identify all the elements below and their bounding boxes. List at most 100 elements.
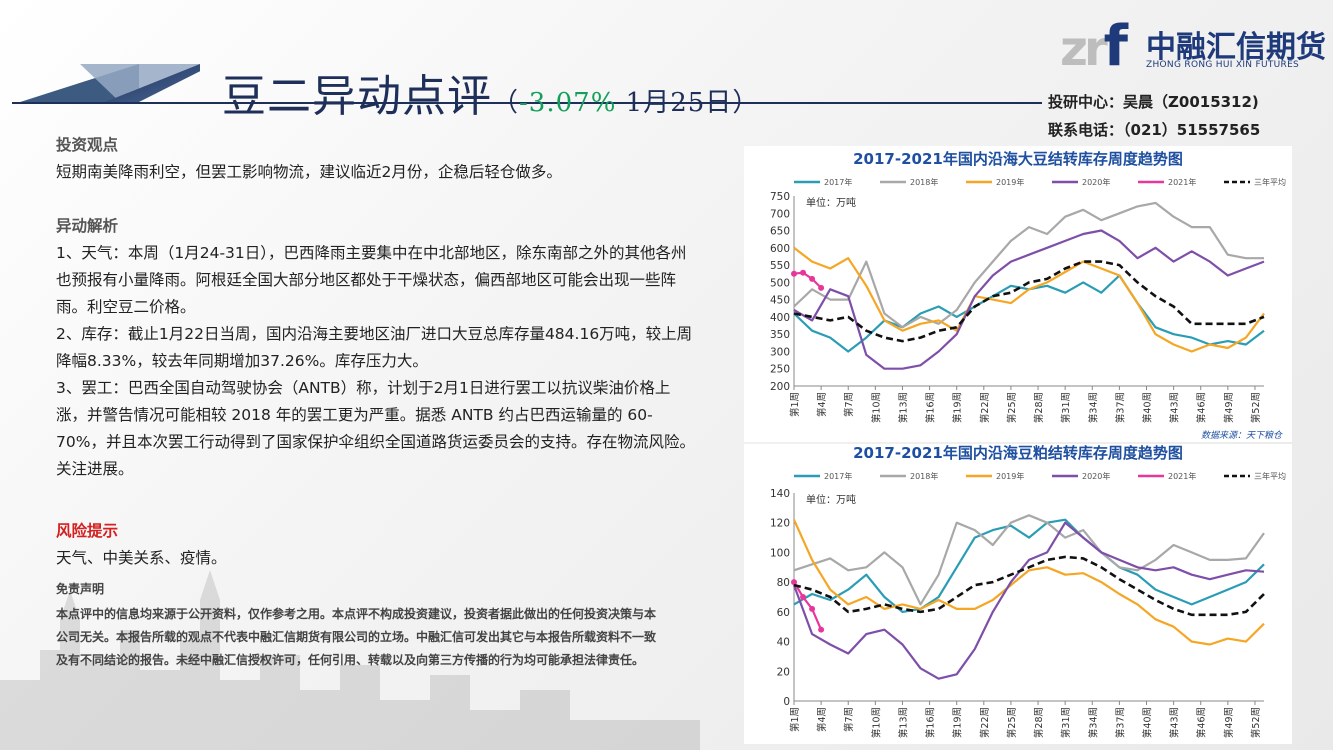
view-heading: 投资观点 — [56, 136, 119, 154]
title-close: ） — [732, 88, 760, 118]
y-tick-label: 0 — [783, 696, 790, 708]
y-tick-label: 500 — [770, 277, 790, 289]
x-tick-label: 第10周 — [870, 707, 882, 738]
x-tick-label: 第22周 — [979, 707, 991, 738]
unit-label: 单位：万吨 — [806, 196, 856, 209]
x-tick-label: 第34周 — [1087, 392, 1099, 423]
y-tick-label: 600 — [770, 243, 790, 255]
data-point — [818, 284, 825, 291]
x-tick-label: 第13周 — [897, 392, 909, 423]
y-tick-label: 400 — [770, 312, 790, 324]
legend-label: 2018年 — [910, 471, 938, 481]
y-tick-label: 200 — [770, 381, 790, 393]
y-tick-label: 750 — [770, 191, 790, 203]
analysis-strike: 3、罢工：巴西全国自动驾驶协会（ANTB）称，计划于2月1日进行罢工以抗议柴油价… — [56, 379, 695, 478]
x-tick-label: 第19周 — [952, 392, 964, 423]
y-tick-label: 120 — [770, 518, 790, 530]
legend-label: 2021年 — [1168, 471, 1196, 481]
risk-heading: 风险提示 — [56, 522, 119, 540]
x-tick-label: 第46周 — [1196, 392, 1208, 423]
x-tick-label: 第49周 — [1223, 707, 1235, 738]
x-tick-label: 第13周 — [897, 707, 909, 738]
x-tick-label: 第37周 — [1114, 707, 1126, 738]
x-tick-label: 第19周 — [952, 707, 964, 738]
x-tick-label: 第4周 — [816, 707, 828, 732]
disclaimer-heading: 免责声明 — [56, 582, 105, 596]
data-point — [809, 275, 816, 282]
analysis-weather: 1、天气：本周（1月24-31日），巴西降雨主要集中在中北部地区，除东南部之外的… — [56, 244, 687, 316]
data-point — [818, 626, 825, 633]
data-point — [791, 270, 797, 277]
data-point — [809, 605, 816, 612]
y-tick-label: 250 — [770, 364, 790, 376]
y-tick-label: 300 — [770, 346, 790, 358]
series-line — [793, 514, 1265, 606]
y-tick-label: 450 — [770, 295, 790, 307]
series-line — [793, 274, 1265, 353]
disclaimer-text: 本点评中的信息均来源于公开资料，仅作参考之用。本点评不构成投资建议，投资者据此做… — [56, 607, 657, 667]
legend-label: 2020年 — [1082, 471, 1110, 481]
view-text: 短期南美降雨利空，但罢工影响物流，建议临近2月份，企稳后轻仓做多。 — [56, 163, 562, 181]
analysis-stock: 2、库存：截止1月22日当周，国内沿海主要地区油厂进口大豆总库存量484.16万… — [56, 325, 693, 370]
x-tick-label: 第1周 — [789, 707, 801, 732]
x-tick-label: 第7周 — [843, 392, 855, 417]
y-tick-label: 550 — [770, 260, 790, 272]
logo-cn: 中融汇信期货 — [1146, 30, 1326, 65]
title-pct: -3.07% — [519, 88, 617, 118]
series-line — [793, 555, 1265, 617]
x-tick-label: 第28周 — [1033, 392, 1045, 423]
series-line — [793, 260, 1265, 343]
x-tick-label: 第10周 — [870, 392, 882, 423]
risk-text: 天气、中美关系、疫情。 — [56, 549, 227, 567]
x-tick-label: 第52周 — [1250, 707, 1262, 738]
x-tick-label: 第28周 — [1033, 707, 1045, 738]
legend-label: 2021年 — [1168, 177, 1196, 187]
x-tick-label: 第40周 — [1142, 392, 1154, 423]
page-title: 豆二异动点评（-3.07% 1月25日） — [222, 60, 759, 124]
x-tick-label: 第31周 — [1060, 707, 1072, 738]
y-tick-label: 80 — [777, 577, 790, 589]
y-tick-label: 20 — [777, 666, 790, 678]
y-tick-label: 100 — [770, 547, 790, 559]
series-line — [793, 201, 1264, 329]
y-tick-label: 700 — [770, 208, 790, 220]
x-tick-label: 第49周 — [1223, 392, 1235, 423]
analysis-heading: 异动解析 — [56, 217, 119, 235]
series-line — [793, 229, 1265, 370]
x-tick-label: 第1周 — [789, 392, 801, 417]
legend-label: 2018年 — [910, 177, 938, 187]
series-line — [792, 519, 1265, 646]
company-logo: zrf 中融汇信期货 ZHONG RONG HUI XIN FUTURES — [1060, 14, 1326, 79]
x-tick-label: 第25周 — [1006, 707, 1018, 738]
unit-label: 单位：万吨 — [806, 493, 856, 506]
title-date: 1月25日 — [616, 88, 733, 118]
logo-en: ZHONG RONG HUI XIN FUTURES — [1146, 60, 1300, 70]
x-tick-label: 第16周 — [925, 392, 937, 423]
data-point — [791, 579, 797, 586]
y-tick-label: 140 — [770, 488, 790, 500]
x-tick-label: 第43周 — [1169, 392, 1181, 423]
y-tick-label: 350 — [770, 329, 790, 341]
legend-label: 三年平均 — [1254, 471, 1286, 481]
x-tick-label: 第34周 — [1087, 707, 1099, 738]
x-tick-label: 第52周 — [1250, 392, 1262, 423]
legend-label: 2017年 — [824, 177, 852, 187]
skyline-decoration — [0, 570, 700, 750]
series-line — [793, 271, 822, 289]
logo-mark-icon: zrf — [1060, 14, 1128, 79]
legend-label: 2019年 — [996, 471, 1024, 481]
source-note: 数据来源：天下粮仓 — [1201, 430, 1283, 441]
series-line — [792, 521, 1265, 680]
x-tick-label: 第43周 — [1169, 707, 1181, 738]
chart-title: 2017-2021年国内沿海豆粕结转库存周度趋势图 — [853, 444, 1183, 462]
title-main: 豆二异动点评 — [222, 71, 492, 122]
x-tick-label: 第40周 — [1142, 707, 1154, 738]
x-tick-label: 第4周 — [816, 392, 828, 417]
legend-label: 三年平均 — [1254, 177, 1286, 187]
commentary-body: 投资观点 短期南美降雨利空，但罢工影响物流，建议临近2月份，企稳后轻仓做多。 异… — [56, 132, 696, 672]
legend-label: 2019年 — [996, 177, 1024, 187]
x-tick-label: 第7周 — [843, 707, 855, 732]
legend-label: 2020年 — [1082, 177, 1110, 187]
